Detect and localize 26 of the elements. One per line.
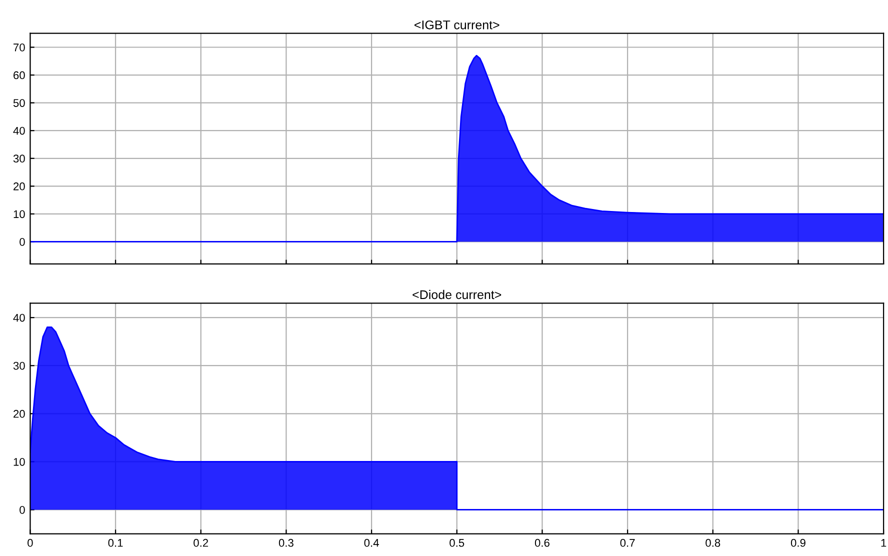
x-tick-label: 0.8 xyxy=(706,538,720,547)
y-tick-label: 30 xyxy=(13,154,25,163)
y-tick-label: 0 xyxy=(20,506,25,514)
y-tick-label: 40 xyxy=(13,314,25,322)
x-tick-label: 0.7 xyxy=(620,538,635,547)
y-tick-label: 0 xyxy=(20,238,25,246)
y-tick-label: 20 xyxy=(14,182,25,190)
x-tick-label: 0.3 xyxy=(278,538,294,547)
chart-title: <Diode current> xyxy=(412,290,502,300)
y-tick-label: 30 xyxy=(13,362,25,370)
x-tick-label: 0.4 xyxy=(364,538,379,547)
x-tick-label: 0.1 xyxy=(108,538,123,547)
x-tick-label: 0 xyxy=(28,538,33,547)
y-tick-label: 50 xyxy=(13,99,25,107)
chart-title: <IGBT current> xyxy=(414,20,500,30)
x-tick-label: 0.5 xyxy=(450,538,464,547)
y-tick-label: 20 xyxy=(14,410,25,418)
x-tick-label: 1 xyxy=(881,539,886,547)
x-tick-label: 0.6 xyxy=(534,538,550,547)
y-tick-label: 10 xyxy=(14,458,25,466)
y-tick-label: 10 xyxy=(14,210,25,218)
y-tick-label: 70 xyxy=(14,44,25,52)
x-tick-label: 0.2 xyxy=(194,538,208,547)
y-tick-label: 40 xyxy=(13,126,25,135)
x-tick-label: 0.9 xyxy=(790,538,806,547)
y-tick-label: 60 xyxy=(14,71,25,80)
